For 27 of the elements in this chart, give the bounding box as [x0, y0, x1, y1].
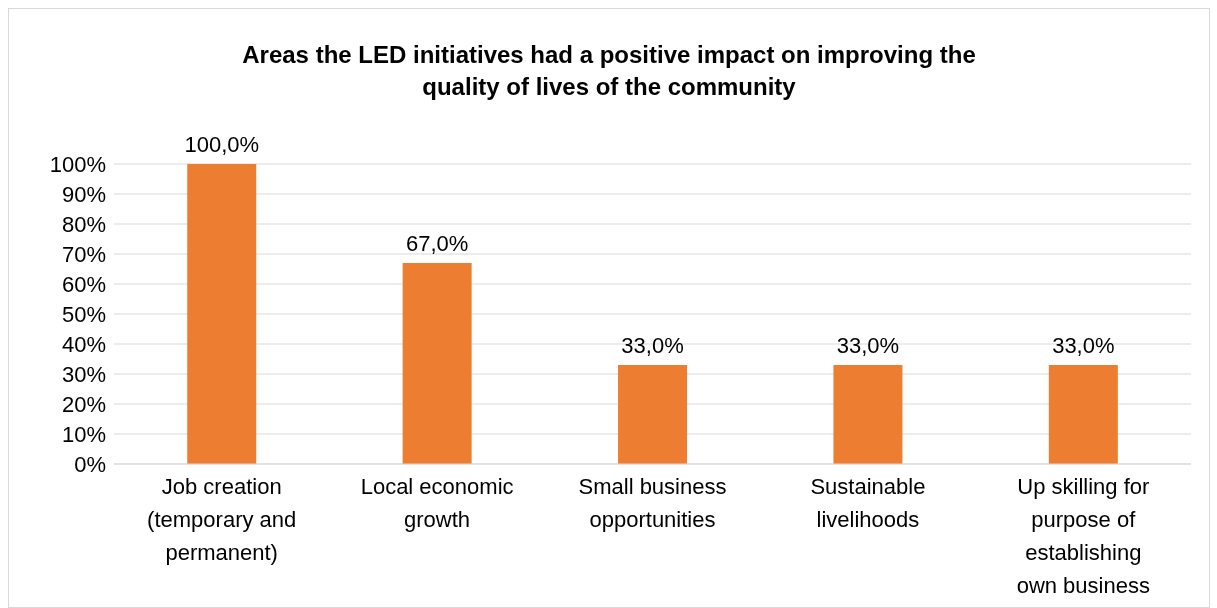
data-label: 67,0%: [405, 231, 469, 256]
y-tick-label: 50%: [61, 301, 106, 327]
y-tick-label: 90%: [61, 181, 106, 207]
bar: [1048, 365, 1118, 464]
data-label: 33,0%: [621, 333, 684, 358]
chart-title: Areas the LED initiatives had a positive impact on improving the quality of lives of the community: [241, 40, 977, 102]
y-tick-label: 80%: [61, 211, 106, 237]
x-tick-label: Sustainable livelihoods: [810, 474, 926, 532]
bar: [618, 365, 688, 464]
bar: [833, 365, 903, 464]
y-tick-label: 30%: [61, 361, 106, 387]
data-label: 33,0%: [836, 333, 900, 358]
y-tick-label: 0%: [74, 451, 106, 477]
y-tick-label: 100%: [49, 151, 106, 177]
bar: [187, 164, 257, 464]
y-tick-label: 40%: [61, 331, 106, 357]
data-label: 100,0%: [184, 132, 260, 157]
x-tick-label: Small business opportunities: [578, 474, 727, 532]
x-tick-label: Up skilling for purpose of establishing own business: [1016, 474, 1150, 598]
x-tick-label: Job creation (temporary and permanent): [147, 474, 297, 565]
y-tick-label: 60%: [61, 271, 106, 297]
x-tick-label: Local economic growth: [360, 474, 514, 532]
y-tick-label: 70%: [61, 241, 106, 267]
bar: [402, 263, 472, 464]
y-tick-label: 20%: [61, 391, 106, 417]
y-tick-label: 10%: [61, 421, 106, 447]
data-label: 33,0%: [1052, 333, 1115, 358]
